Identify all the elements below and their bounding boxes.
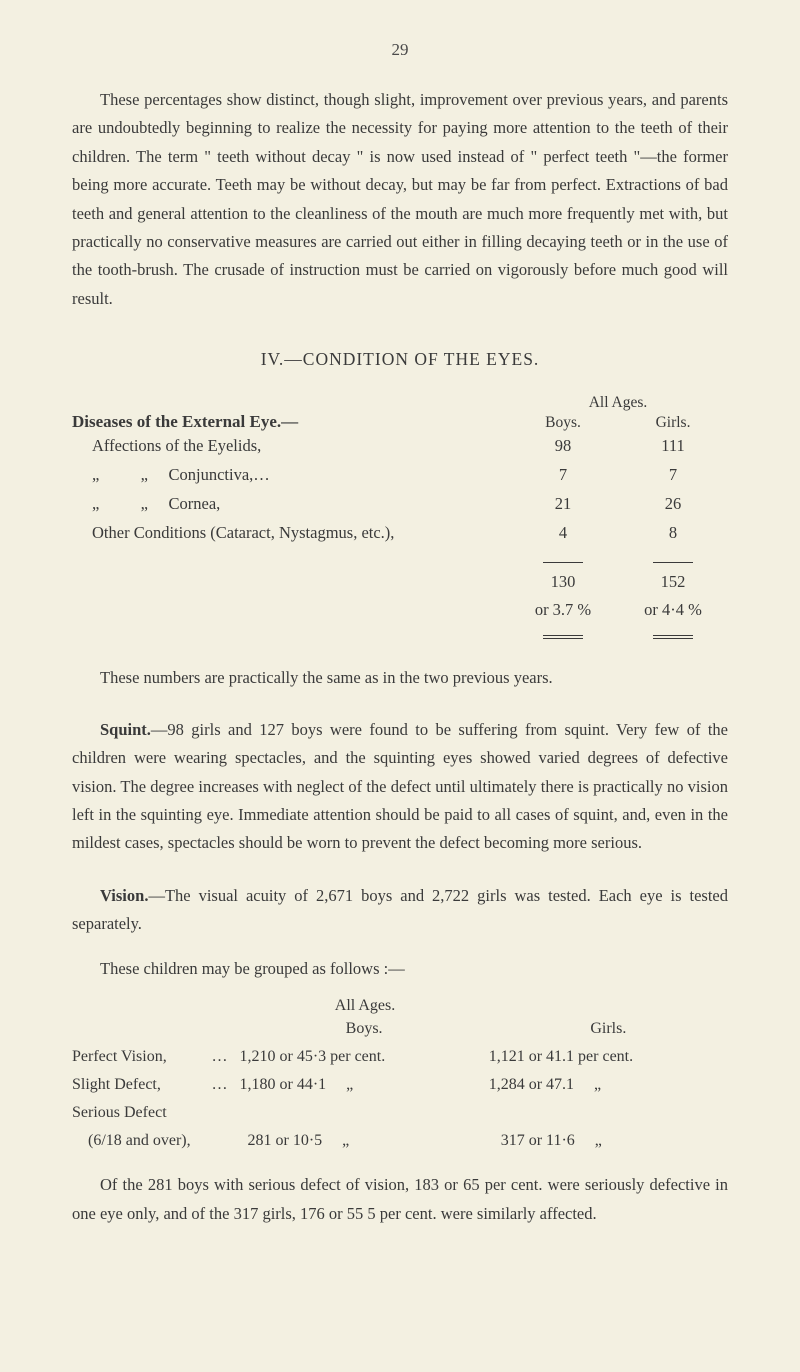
row-girls: 26 [618,490,728,519]
eyes-table: All Ages. Diseases of the External Eye.—… [72,394,728,644]
table-header-row: All Ages. [72,394,728,412]
col-boys-header: Boys. [508,414,618,432]
paragraph-1: These percentages show distinct, though … [72,86,728,313]
table-row: „ „ Cornea, 21 26 [72,490,728,519]
squint-heading: Squint. [100,720,151,739]
paragraph-3: Of the 281 boys with serious defect of v… [72,1171,728,1228]
row-boys: 98 [508,432,618,461]
vision-row-label: Serious Defect [72,1099,239,1127]
row-girls: 7 [618,461,728,490]
vision-col-girls: Girls. [489,1015,728,1042]
vision-all-ages: All Ages. [240,997,490,1015]
table-row: Affections of the Eyelids, 98 111 [72,432,728,461]
row-boys: 21 [508,490,618,519]
pct-girls: or 4·4 % [618,596,728,624]
total-girls: 152 [618,568,728,596]
vision-row-girls: 1,284 or 47.1 „ [489,1071,728,1099]
vision-header-row: Boys. Girls. [72,1015,728,1042]
vision-row-girls: 317 or 11·6 „ [489,1127,728,1155]
table-total-row: 130 152 [72,568,728,596]
vision-row-label: (6/18 and over), [72,1127,239,1155]
table-double-rule-row [72,624,728,644]
page-container: 29 These percentages show distinct, thou… [0,0,800,1292]
row-girls: 111 [618,432,728,461]
row-girls: 8 [618,519,728,548]
row-boys: 4 [508,519,618,548]
row-label: Other Conditions (Cataract, Nystagmus, e… [92,519,508,548]
vision-heading: Vision. [100,886,148,905]
eyes-table-title: Diseases of the External Eye.— [72,412,508,432]
table-row: „ „ Conjunctiva,… 7 7 [72,461,728,490]
table-row: Other Conditions (Cataract, Nystagmus, e… [72,519,728,548]
row-boys: 7 [508,461,618,490]
vision-row-label: Perfect Vision, … [72,1043,239,1071]
vision-row-girls: 1,121 or 41.1 per cent. [489,1043,728,1071]
vision-row-boys: 1,180 or 44·1 „ [239,1071,488,1099]
vision-row-boys: 1,210 or 45·3 per cent. [239,1043,488,1071]
squint-paragraph: Squint.—98 girls and 127 boys were found… [72,716,728,858]
all-ages-label: All Ages. [508,394,728,412]
vision-paragraph: Vision.—The visual acuity of 2,671 boys … [72,882,728,939]
vision-row-label: Slight Defect, … [72,1071,239,1099]
row-label: Affections of the Eyelids, [92,432,508,461]
vision-row: Perfect Vision, … 1,210 or 45·3 per cent… [72,1043,728,1071]
vision-row: (6/18 and over), 281 or 10·5 „ 317 or 11… [72,1127,728,1155]
pct-boys: or 3.7 % [508,596,618,624]
squint-text: —98 girls and 127 boys were found to be … [72,720,728,853]
divider-boys [508,548,618,568]
divider-girls [618,548,728,568]
paragraph-2: These numbers are practically the same a… [72,664,728,692]
vision-table: All Ages. Boys. Girls. Perfect Vision, …… [72,997,728,1154]
table-pct-row: or 3.7 % or 4·4 % [72,596,728,624]
page-number: 29 [72,40,728,60]
vision-col-boys: Boys. [239,1015,488,1042]
double-rule-girls [618,624,728,644]
section-heading-eyes: IV.—CONDITION OF THE EYES. [72,349,728,370]
table-divider-row [72,548,728,568]
vision-row: Slight Defect, … 1,180 or 44·1 „ 1,284 o… [72,1071,728,1099]
row-label: „ „ Cornea, [92,490,508,519]
col-girls-header: Girls. [618,414,728,432]
vision-grouped-para: These children may be grouped as follows… [72,955,728,983]
vision-text: —The visual acuity of 2,671 boys and 2,7… [72,886,728,933]
vision-row-boys: 281 or 10·5 „ [239,1127,488,1155]
row-label: „ „ Conjunctiva,… [92,461,508,490]
double-rule-boys [508,624,618,644]
table-subheader-row: Diseases of the External Eye.— Boys. Gir… [72,412,728,432]
vision-row: Serious Defect [72,1099,728,1127]
total-boys: 130 [508,568,618,596]
